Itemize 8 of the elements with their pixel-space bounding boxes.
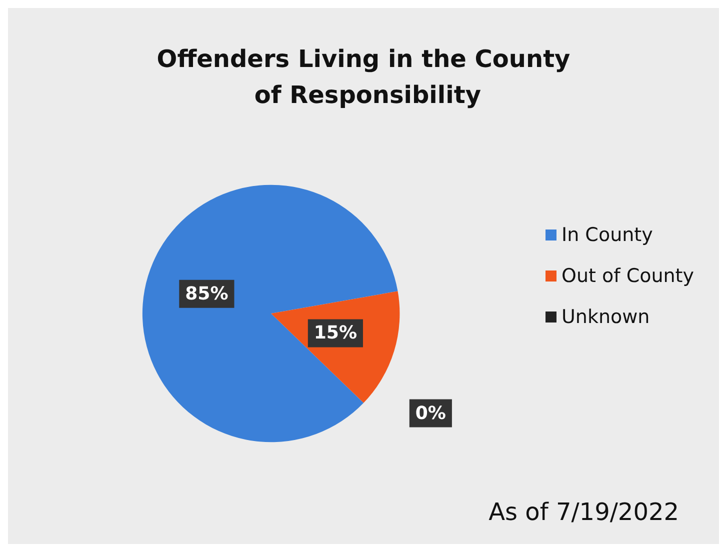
text: As of 7/19/2022: [488, 498, 680, 526]
legend-label: In County: [561, 224, 653, 246]
text: 0%: [415, 402, 446, 424]
data-label: 15%: [314, 322, 357, 344]
legend-label: Out of County: [561, 265, 694, 287]
data-label: 85%: [185, 283, 228, 304]
chart-title: Offenders Living in the County of Responsibility: [156, 45, 571, 109]
legend-label: Unknown: [561, 306, 650, 328]
